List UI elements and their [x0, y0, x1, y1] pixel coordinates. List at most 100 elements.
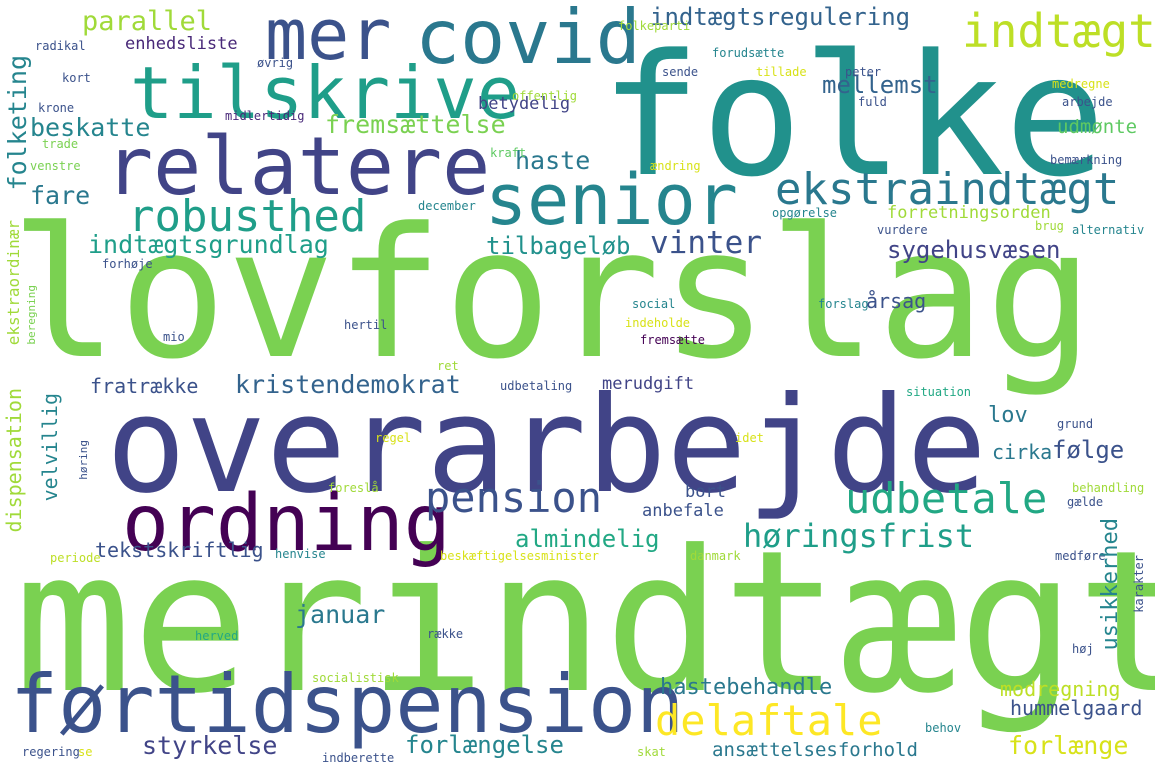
- word-behov: behov: [925, 721, 962, 735]
- word-horingsfrist: høringsfrist: [743, 517, 975, 555]
- word-ret: ret: [437, 359, 459, 373]
- word-mellemst: mellemst: [822, 71, 938, 99]
- word-brug: brug: [1035, 219, 1064, 233]
- word-ansaettelsesforhold: ansættelsesforhold: [712, 739, 918, 761]
- word-offentlig: offentlig: [512, 89, 578, 103]
- word-merudgift: merudgift: [602, 374, 695, 394]
- word-herved: herved: [195, 629, 239, 643]
- word-styrkelse: styrkelse: [142, 731, 278, 760]
- word-forudsaette: forudsætte: [712, 46, 785, 60]
- word-betydelig: betydelig: [478, 94, 571, 114]
- word-ovrig: øvrig: [257, 56, 294, 70]
- word-modregning: modregning: [1000, 677, 1121, 701]
- word-parallel: parallel: [82, 6, 213, 37]
- word-forlaenge: forlænge: [1008, 731, 1129, 760]
- word-gaelde: gælde: [1067, 495, 1104, 509]
- word-tillade: tillade: [756, 65, 807, 79]
- word-vurdere: vurdere: [877, 223, 928, 237]
- word-ekstraindtaegt: ekstraindtægt: [775, 164, 1120, 215]
- word-forlaengelse: forlængelse: [405, 731, 564, 759]
- word-situation: situation: [906, 385, 972, 399]
- word-midlertidig: midlertidig: [225, 109, 305, 123]
- word-opgorelse: opgørelse: [772, 206, 838, 220]
- word-indeholde: indeholde: [625, 316, 691, 330]
- word-relatere: relatere: [105, 120, 491, 213]
- word-fortidspension: førtidspension: [10, 658, 685, 751]
- word-tilbagelob: tilbageløb: [486, 232, 631, 260]
- word-tekstskriftlig: tekstskriftlig: [95, 538, 264, 562]
- word-folke: folke: [600, 18, 1106, 214]
- word-aarsag: årsag: [866, 289, 927, 313]
- word-kort: kort: [62, 71, 91, 85]
- word-horing: høring: [77, 440, 90, 480]
- word-udbetale: udbetale: [845, 474, 1048, 523]
- word-forhoje: forhøje: [102, 257, 153, 271]
- word-december: december: [418, 199, 476, 213]
- word-sende: sende: [662, 65, 699, 79]
- word-enhedsliste: enhedsliste: [125, 34, 238, 54]
- word-cirka: cirka: [992, 440, 1053, 464]
- word-hummelgaard: hummelgaard: [1010, 696, 1143, 720]
- word-periode: periode: [50, 551, 101, 565]
- word-foresla: foreslå: [328, 481, 379, 495]
- word-social: social: [632, 297, 676, 311]
- word-folkeparti: folkeparti: [618, 19, 691, 33]
- word-merindtaegt: merindtægt: [14, 509, 1155, 737]
- word-fratraekke: fratrække: [90, 374, 199, 398]
- word-folge: følge: [1052, 436, 1125, 464]
- word-indtaegt: indtægt: [962, 4, 1155, 58]
- word-udbetaling: udbetaling: [500, 379, 573, 393]
- word-lov: lov: [988, 403, 1028, 428]
- word-indberette: indberette: [322, 751, 395, 765]
- word-fuld: fuld: [858, 95, 887, 109]
- word-beskatte: beskatte: [30, 113, 151, 142]
- word-hoj: høj: [1072, 642, 1094, 656]
- word-delaftale: delaftale: [655, 696, 883, 745]
- word-lovforslag: lovforslag: [10, 190, 1094, 399]
- word-venstre: venstre: [30, 159, 81, 173]
- word-trade: trade: [42, 137, 79, 151]
- word-velvillig: velvillig: [38, 393, 62, 502]
- word-bort: bort: [685, 482, 726, 502]
- word-usikkerhed: usikkerhed: [1098, 518, 1123, 651]
- word-ordning: ordning: [122, 479, 451, 569]
- word-overarbejde: overarbejde: [106, 369, 987, 523]
- word-kraft: kraft: [490, 146, 527, 160]
- word-karakter: karakter: [1132, 555, 1146, 613]
- word-almindelig: almindelig: [515, 525, 660, 553]
- word-bemaerkning: bemærkning: [1050, 153, 1123, 167]
- word-hertil: hertil: [344, 318, 388, 332]
- word-ekstraordinaer: ekstraordinær: [4, 220, 23, 346]
- word-folketing: folketing: [3, 55, 32, 191]
- word-anbefale: anbefale: [642, 501, 724, 521]
- word-fremsaettelse: fremsættelse: [325, 110, 506, 139]
- word-indtaegtsregulering: indtægtsregulering: [650, 3, 911, 31]
- word-raekke: række: [427, 627, 464, 641]
- word-tilskrive: tilskrive: [130, 51, 521, 135]
- word-medregne: medregne: [1052, 77, 1110, 91]
- word-se: se: [78, 745, 93, 759]
- word-senior: senior: [485, 159, 738, 241]
- word-behandling: behandling: [1072, 481, 1145, 495]
- word-henvise: henvise: [275, 547, 326, 561]
- word-fremsaette: fremsætte: [640, 333, 706, 347]
- word-arbejde: arbejde: [1062, 95, 1113, 109]
- word-forretningsorden: forretningsorden: [887, 203, 1051, 223]
- word-beskaeftigelsesminister: beskæftigelsesminister: [440, 549, 599, 563]
- word-hastebehandle: hastebehandle: [660, 675, 833, 700]
- word-januar: januar: [295, 600, 386, 629]
- word-kristendemokrat: kristendemokrat: [235, 370, 461, 399]
- word-pension: pension: [425, 473, 603, 522]
- word-peter: peter: [845, 65, 882, 79]
- word-forslag: forslag: [818, 297, 869, 311]
- word-udmonte: udmønte: [1057, 116, 1138, 138]
- word-beregning: beregning: [25, 285, 38, 345]
- word-mer: mer: [265, 0, 392, 76]
- word-grund: grund: [1057, 417, 1094, 431]
- word-socialistisk: socialistisk: [312, 671, 399, 685]
- word-aendring: ændring: [650, 159, 701, 173]
- word-dispensation: dispensation: [2, 388, 26, 533]
- word-danmark: danmark: [690, 549, 741, 563]
- word-covid: covid: [415, 0, 641, 81]
